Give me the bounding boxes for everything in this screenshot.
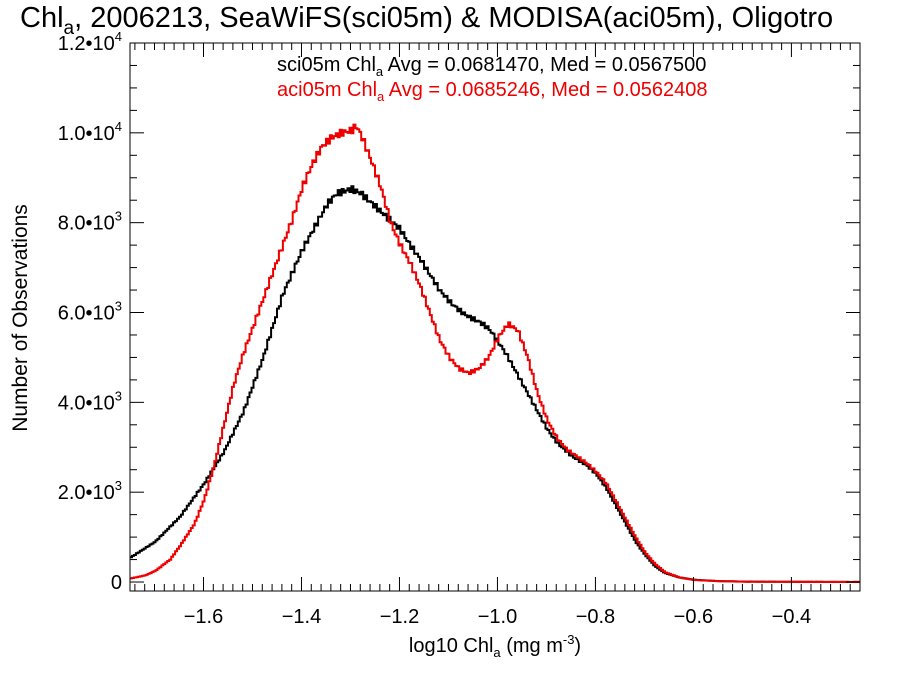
x-tick-label: −1.4 [282,606,321,628]
x-tick-label: −0.6 [674,606,713,628]
y-tick-label: 6.0•103 [58,299,122,325]
y-tick-labels: 0 2.0•103 4.0•103 6.0•103 8.0•103 1.0•104 1.2•… [58,29,122,594]
chart-title: Chla, 2006213, SeaWiFS(sci05m) & MODISA(… [20,2,833,39]
x-tick-label: −0.4 [772,606,811,628]
x-tick-label: −1.6 [184,606,223,628]
annotation-black: sci05m Chla Avg = 0.0681470, Med = 0.056… [277,54,706,79]
x-tick-labels: −1.6 −1.4 −1.2 −1.0 −0.8 −0.6 −0.4 [184,606,811,628]
x-axis-label: log10 Chla (mg m-3) [409,632,581,660]
y-tick-label: 1.0•104 [58,119,122,145]
y-tick-label: 0 [111,572,122,594]
plot-frame [129,42,861,592]
y-tick-label: 2.0•103 [58,478,122,504]
series-layer [130,123,860,583]
y-tick-label: 1.2•104 [58,29,122,55]
annotation-sci05m: sci05m Chla Avg = 0.0681470, Med = 0.056… [277,54,706,79]
y-tick-label: 4.0•103 [58,388,122,414]
series-line-0 [130,185,860,583]
axes-layer [129,42,861,592]
y-axis-label: Number of Observations [9,204,32,432]
annotation-aci05m: aci05m Chla Avg = 0.0685246, Med = 0.056… [277,79,708,104]
series-line-1 [130,123,860,583]
x-tick-label: −0.8 [576,606,615,628]
x-tick-label: −1.0 [478,606,517,628]
annotation-red: aci05m Chla Avg = 0.0685246, Med = 0.056… [277,79,708,104]
y-tick-label: 8.0•103 [58,209,122,235]
x-tick-label: −1.2 [380,606,419,628]
